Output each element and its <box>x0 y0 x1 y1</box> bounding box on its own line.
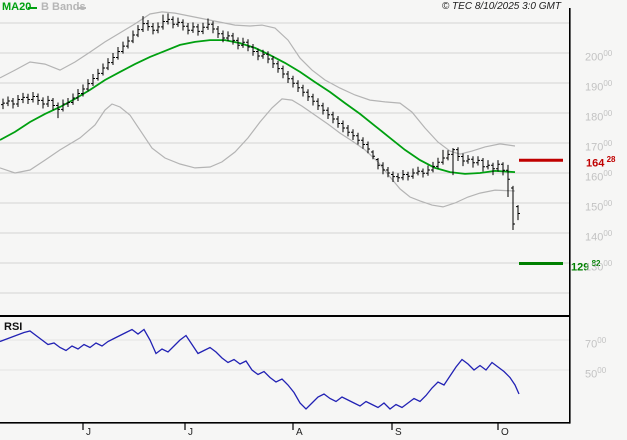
month-label: S <box>395 427 402 438</box>
rsi-axis-label: 5000 <box>585 366 607 381</box>
bbands-legend-line-icon <box>77 7 86 9</box>
bbands-legend-label: B Bands <box>41 1 86 13</box>
month-label: O <box>501 427 509 438</box>
copyright-timestamp: © TEC 8/10/2025 3:0 GMT <box>441 1 561 12</box>
price-axis-line <box>569 8 571 424</box>
panel-divider <box>0 315 570 317</box>
price-axis-label: 20000 <box>585 49 613 64</box>
rsi-line <box>0 328 520 410</box>
price-axis-label: 17000 <box>585 139 613 154</box>
support-level-label: 129 82 <box>571 259 601 274</box>
bollinger-upper-band-line <box>0 11 516 155</box>
rsi-axis-label: 7000 <box>585 336 607 351</box>
price-axis-label: 13000 <box>585 259 613 274</box>
rsi-bottom-border <box>0 422 570 424</box>
resistance-level-label: 164 28 <box>586 155 616 170</box>
month-label: J <box>188 427 193 438</box>
price-axis-label: 14000 <box>585 229 613 244</box>
ma20-legend-label: MA20 <box>2 1 32 13</box>
ma20-legend-line-icon <box>28 7 37 9</box>
price-axis-label: 16000 <box>585 169 613 184</box>
price-axis-label: 19000 <box>585 79 613 94</box>
price-axis-label: 15000 <box>585 199 613 214</box>
month-label: A <box>296 427 303 438</box>
price-axis-label: 18000 <box>585 109 613 124</box>
ma20-line <box>0 39 516 175</box>
ohlc-price-bars <box>1 13 520 230</box>
bollinger-lower-band-line <box>0 98 516 208</box>
month-label: J <box>86 427 91 438</box>
rsi-panel-title: RSI <box>4 321 23 333</box>
